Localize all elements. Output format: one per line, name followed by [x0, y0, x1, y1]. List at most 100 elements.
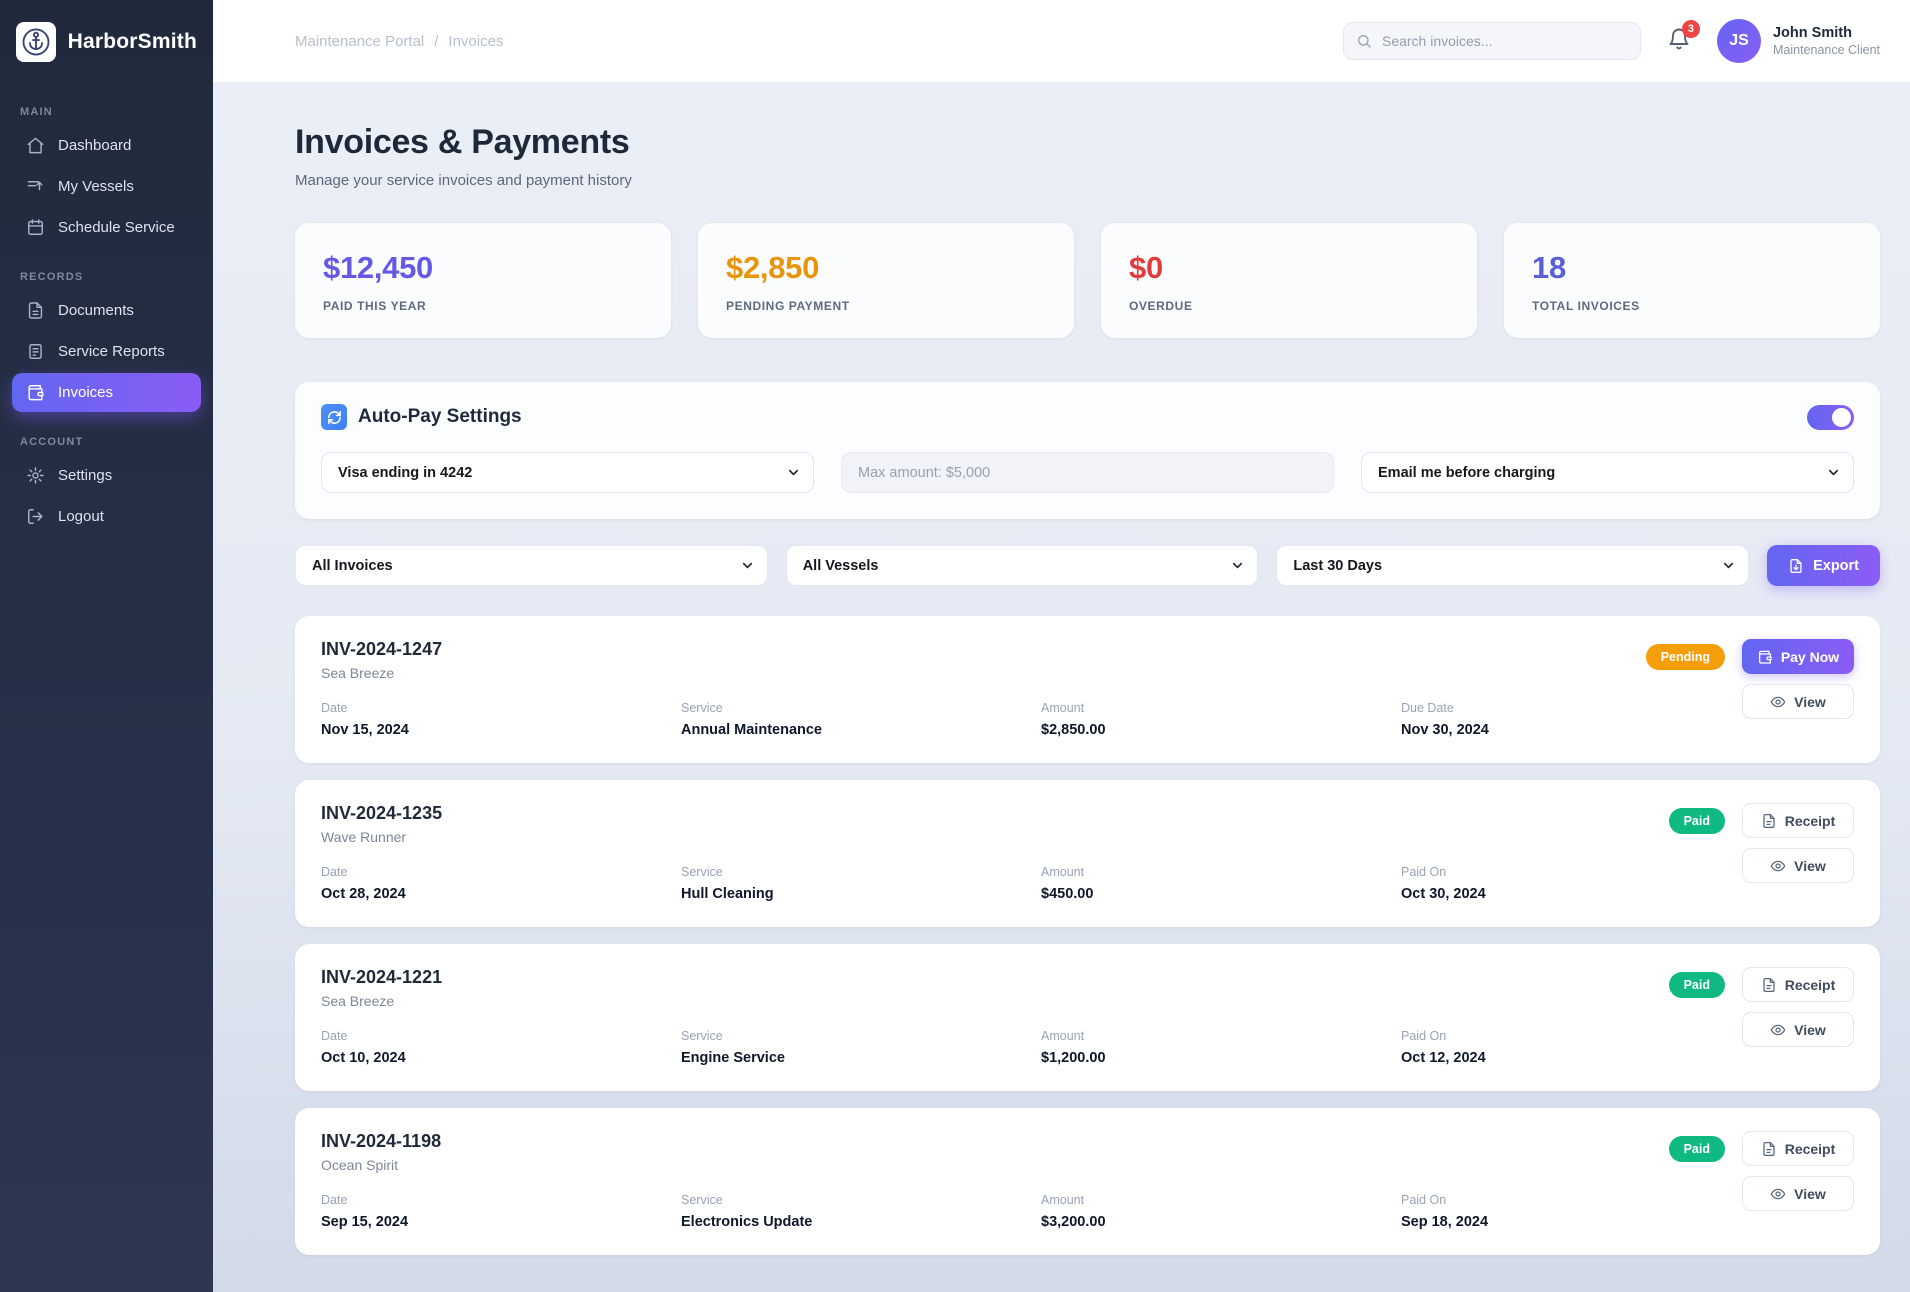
receipt-icon [1763, 1141, 1775, 1156]
sidebar-item-documents[interactable]: Documents [12, 291, 201, 330]
logout-icon [28, 509, 43, 524]
autopay-toggle[interactable] [1807, 404, 1854, 430]
nav-section-label-records: RECORDS [20, 271, 84, 283]
home-icon [27, 137, 44, 154]
invoice-field-due-date: Due Date Nov 30, 2024 [1401, 701, 1489, 738]
breadcrumb-parent[interactable]: Maintenance Portal [295, 32, 425, 50]
status-badge: Paid [1668, 1135, 1725, 1162]
sidebar-item-my-vessels[interactable]: My Vessels [12, 167, 201, 206]
user-role: Maintenance Client [1772, 43, 1880, 57]
toggle-knob [1832, 407, 1851, 427]
receipt-button[interactable]: Receipt [1742, 967, 1854, 1002]
stat-value: $0 [1129, 250, 1163, 285]
payment-method-select[interactable]: Visa ending in 4242 [321, 452, 814, 493]
sidebar-item-label: Schedule Service [58, 219, 175, 236]
user-menu[interactable]: JS John Smith Maintenance Client [1716, 19, 1880, 63]
invoice-field-service: Service Annual Maintenance [681, 701, 822, 738]
bell-icon [1669, 28, 1689, 49]
notify-option-select-wrap: Email me before charging [1361, 452, 1854, 493]
stat-card-pending-payment: $2,850 PENDING PAYMENT [698, 223, 1074, 338]
invoice-field-date: Date Oct 28, 2024 [321, 865, 406, 902]
nav-section-label-account: ACCOUNT [20, 436, 84, 448]
invoice-field-service: Service Hull Cleaning [681, 865, 774, 902]
sidebar-item-settings[interactable]: Settings [12, 456, 201, 495]
view-button[interactable]: View [1742, 848, 1854, 883]
invoice-card: INV-2024-1235 Wave Runner Date Oct 28, 20… [295, 780, 1880, 927]
view-button[interactable]: View [1742, 1176, 1854, 1211]
wallet-icon [28, 385, 44, 401]
sidebar-item-invoices[interactable]: Invoices [12, 373, 201, 412]
invoice-vessel: Sea Breeze [321, 993, 395, 1009]
max-amount-input[interactable] [841, 452, 1334, 493]
search-input[interactable] [1342, 22, 1641, 60]
invoice-field-amount: Amount $450.00 [1041, 865, 1094, 902]
user-name: John Smith [1772, 25, 1852, 41]
stat-label: OVERDUE [1129, 299, 1193, 313]
stat-label: PENDING PAYMENT [726, 299, 850, 313]
gear-icon [27, 467, 44, 484]
sidebar-item-label: Documents [58, 302, 134, 319]
notifications-button[interactable]: 3 [1667, 19, 1700, 56]
breadcrumb: Maintenance Portal / Invoices [295, 33, 503, 50]
export-button[interactable]: Export [1767, 545, 1880, 586]
sidebar: HarborSmith MAIN Dashboard My Vessels Sc… [0, 0, 213, 1292]
invoice-filter-select[interactable]: All Invoices [295, 545, 768, 586]
invoice-card: INV-2024-1198 Ocean Spirit Date Sep 15, 2… [295, 1108, 1880, 1255]
sidebar-item-service-reports[interactable]: Service Reports [12, 332, 201, 371]
stat-value: 18 [1532, 250, 1566, 285]
invoice-field-date: Date Sep 15, 2024 [321, 1193, 409, 1230]
document-icon [28, 302, 43, 319]
pay-now-button[interactable]: Pay Now [1742, 639, 1854, 674]
view-button[interactable]: View [1742, 1012, 1854, 1047]
sidebar-item-logout[interactable]: Logout [12, 497, 201, 536]
sidebar-item-label: Service Reports [58, 343, 165, 360]
export-file-icon [1790, 558, 1802, 573]
receipt-button[interactable]: Receipt [1742, 1131, 1854, 1166]
invoice-id: INV-2024-1221 [321, 967, 443, 987]
status-badge: Paid [1668, 971, 1725, 998]
nav-section-label-main: MAIN [20, 106, 53, 118]
invoice-field-paid-on: Paid On Sep 18, 2024 [1401, 1193, 1489, 1230]
sidebar-item-label: Settings [58, 467, 113, 484]
invoice-field-service: Service Engine Service [681, 1029, 785, 1066]
receipt-button[interactable]: Receipt [1742, 803, 1854, 838]
page-subtitle: Manage your service invoices and payment… [295, 172, 632, 189]
invoice-field-paid-on: Paid On Oct 30, 2024 [1401, 865, 1486, 902]
wallet-icon [1758, 650, 1772, 664]
sidebar-item-schedule-service[interactable]: Schedule Service [12, 208, 201, 247]
vessel-filter-select[interactable]: All Vessels [785, 545, 1259, 586]
breadcrumb-separator: / [434, 32, 439, 50]
search-box [1342, 22, 1641, 60]
invoice-filter-wrap: All Invoices [295, 545, 768, 586]
status-badge: Pending [1645, 643, 1725, 670]
date-filter-select[interactable]: Last 30 Days [1276, 545, 1750, 586]
avatar: JS [1716, 19, 1761, 63]
invoice-field-service: Service Electronics Update [681, 1193, 813, 1230]
invoice-id: INV-2024-1235 [321, 803, 443, 823]
invoice-vessel: Wave Runner [321, 829, 407, 845]
notification-count-badge: 3 [1681, 19, 1700, 38]
sidebar-item-dashboard[interactable]: Dashboard [12, 126, 201, 165]
stat-card-overdue: $0 OVERDUE [1101, 223, 1477, 338]
harborsmith-anchor-logo-icon [16, 22, 56, 62]
calendar-icon [28, 219, 43, 235]
invoice-field-amount: Amount $3,200.00 [1041, 1193, 1106, 1230]
brand: HarborSmith [0, 22, 213, 82]
stat-value: $2,850 [726, 250, 820, 285]
main-content: Invoices & Payments Manage your service … [213, 83, 1910, 1292]
invoice-field-amount: Amount $2,850.00 [1041, 701, 1106, 738]
breadcrumb-current: Invoices [448, 32, 504, 50]
invoice-card: INV-2024-1221 Sea Breeze Date Oct 10, 202… [295, 944, 1880, 1091]
invoice-list: INV-2024-1247 Sea Breeze Date Nov 15, 202… [295, 616, 1880, 1255]
view-button[interactable]: View [1742, 684, 1854, 719]
stat-card-total-invoices: 18 TOTAL INVOICES [1504, 223, 1880, 338]
sidebar-item-label: Dashboard [58, 137, 132, 154]
filter-row: All Invoices All Vessels Last 30 Days Ex… [295, 545, 1880, 586]
brand-name: HarborSmith [67, 30, 197, 53]
sidebar-item-label: My Vessels [58, 178, 134, 195]
eye-icon [1770, 1188, 1786, 1199]
vessel-filter-wrap: All Vessels [785, 545, 1259, 586]
page-title: Invoices & Payments [295, 123, 630, 161]
notify-option-select[interactable]: Email me before charging [1361, 452, 1854, 493]
stat-card-paid-this-year: $12,450 PAID THIS YEAR [295, 223, 671, 338]
